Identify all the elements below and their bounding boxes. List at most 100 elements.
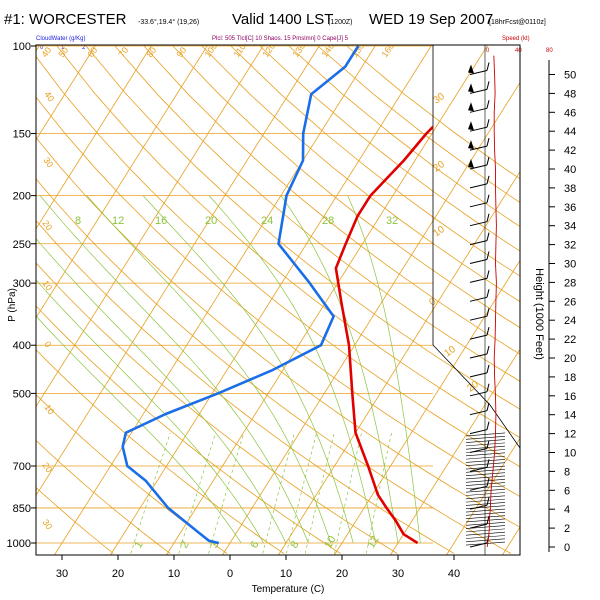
y-tick-label: 100 xyxy=(13,41,31,53)
height-tick-label: 34 xyxy=(564,221,576,233)
low-level-barb xyxy=(465,475,506,480)
wind-barb xyxy=(468,62,490,75)
height-tick-label: 18 xyxy=(564,372,576,384)
height-tick-label: 6 xyxy=(564,485,570,497)
x-tick-label: 20 xyxy=(336,568,348,580)
low-level-barb xyxy=(465,541,506,546)
height-tick-label: 4 xyxy=(564,504,570,516)
speed-panel-frame xyxy=(484,44,521,556)
left-edge-label: 10 xyxy=(40,278,54,292)
height-tick-label: 44 xyxy=(564,126,576,138)
low-level-barb xyxy=(465,538,506,543)
y-axis-title: P (hPa) xyxy=(7,288,18,322)
low-level-barb xyxy=(465,432,506,437)
wind-barb xyxy=(469,194,490,208)
x-tick-label: 40 xyxy=(448,568,460,580)
wind-barb xyxy=(468,100,490,113)
low-level-barb xyxy=(465,435,506,440)
low-level-barb xyxy=(465,492,506,496)
low-level-barb xyxy=(465,502,506,506)
dry-adiabat xyxy=(172,45,520,329)
station-title: #1: WORCESTER xyxy=(4,11,127,28)
left-edge-label: 20 xyxy=(40,460,54,474)
y-tick-label: 1000 xyxy=(7,538,31,550)
height-axis-title: Height (1000 Feet) xyxy=(533,268,545,360)
low-level-barb xyxy=(465,478,506,483)
low-level-barb xyxy=(465,482,506,486)
left-edge-label: 10 xyxy=(42,402,56,416)
moist-adiabat xyxy=(39,195,309,544)
low-level-barb xyxy=(465,469,506,473)
moist-adiabat xyxy=(86,195,332,544)
moist-adiabat xyxy=(36,315,242,544)
x-tick-label: 10 xyxy=(280,568,292,580)
wind-barb xyxy=(469,251,490,264)
height-tick-label: 20 xyxy=(564,353,576,365)
dry-adiabat xyxy=(36,486,114,554)
thermo-grid: 40 50 60 70 80 90 100 110 120 130 140 150 1603020100… xyxy=(36,41,520,555)
utc-time: (1200Z) xyxy=(328,19,353,26)
wind-barb xyxy=(469,326,490,340)
height-tick-label: 38 xyxy=(564,183,576,195)
isotherm-label: 80 xyxy=(144,45,158,59)
mixing-ratio-label: 16 xyxy=(155,215,167,227)
isotherm-line xyxy=(222,81,520,555)
height-tick-label: 8 xyxy=(564,466,570,478)
height-tick-label: 48 xyxy=(564,88,576,100)
low-level-barb xyxy=(465,442,506,447)
x-tick-label: 10 xyxy=(168,568,180,580)
wind-barb xyxy=(469,270,490,283)
isotherm-label: 90 xyxy=(174,45,188,59)
low-level-barb xyxy=(465,528,506,533)
wind-barbs xyxy=(432,45,521,548)
isotherm-label: 50 xyxy=(56,45,70,59)
terrain-boundary xyxy=(432,45,521,449)
height-tick-label: 2 xyxy=(564,523,570,535)
dry-adiabat xyxy=(85,45,520,410)
isotherm-label: 100 xyxy=(202,41,219,59)
mixing-ratio-line xyxy=(208,432,245,554)
dry-adiabat xyxy=(288,45,520,228)
bottom-label: 10 xyxy=(322,534,339,551)
stability-legend: Plcl: 505 Tlcl[C] 10 Shaos. 15 Pmslmn] 0… xyxy=(212,36,349,42)
speed-tick-0: 0 xyxy=(486,48,490,54)
isotherm-line xyxy=(278,170,520,555)
valid-time: Valid 1400 LST xyxy=(232,11,333,28)
wind-barb xyxy=(469,421,490,435)
height-tick-label: 32 xyxy=(564,240,576,252)
cloudwater-legend: CloudWater (g/Kg) xyxy=(36,36,85,42)
wind-barb xyxy=(468,119,490,132)
height-tick-label: 24 xyxy=(564,315,576,327)
height-tick-label: 36 xyxy=(564,202,576,214)
isotherm-line xyxy=(36,45,265,408)
moist-adiabat xyxy=(36,279,264,544)
isotherm-line xyxy=(110,45,433,555)
bottom-label: 6 xyxy=(248,539,261,550)
low-level-barb xyxy=(465,445,506,450)
isotherm-label: 110 xyxy=(231,42,247,59)
low-level-barb xyxy=(465,459,506,463)
wind-barb xyxy=(469,345,490,359)
x-tick-label: 20 xyxy=(112,568,124,580)
height-tick-label: 40 xyxy=(564,164,576,176)
wind-barb xyxy=(469,478,490,491)
forecast-date: WED 19 Sep 2007 xyxy=(369,11,493,28)
wind-speed-profile xyxy=(486,55,497,548)
wind-barb xyxy=(469,383,490,397)
speed-tick-80: 80 xyxy=(546,48,553,54)
moist-adiabat xyxy=(142,195,354,544)
dry-adiabat xyxy=(36,305,341,554)
y-tick-label: 700 xyxy=(13,461,31,473)
isotherm-line xyxy=(166,45,489,555)
isotherm-label: 70 xyxy=(116,45,130,59)
low-level-barb xyxy=(465,518,506,523)
moist-adiabat xyxy=(208,195,376,544)
forecast-run: [18hrFcst@0110z] xyxy=(489,19,546,26)
y-tick-label: 250 xyxy=(13,239,31,251)
x-tick-label: 0 xyxy=(227,568,233,580)
bottom-label: 1 xyxy=(132,539,145,550)
sounding-curves xyxy=(121,45,433,545)
height-tick-label: 42 xyxy=(564,145,576,157)
mixing-ratio-line xyxy=(285,432,318,554)
